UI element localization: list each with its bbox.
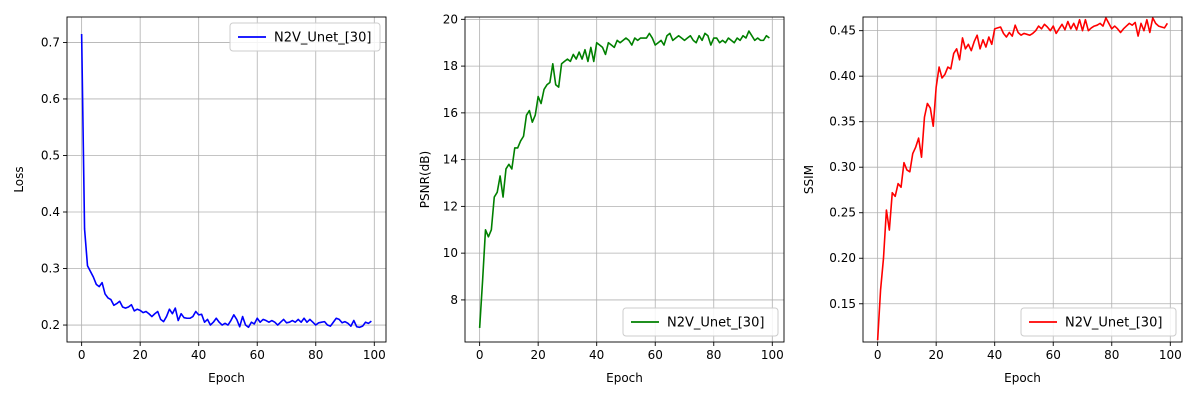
x-tick-label: 20: [929, 348, 944, 362]
y-tick-label: 0.40: [829, 69, 856, 83]
x-axis-label: Epoch: [208, 371, 245, 385]
legend-frame: [622, 307, 779, 337]
x-tick-label: 40: [191, 348, 206, 362]
axes-frame: [862, 16, 1183, 343]
y-tick-label: 0.35: [829, 115, 856, 129]
series-line-1: [876, 17, 1169, 341]
y-tick-label: 0.4: [41, 205, 60, 219]
y-tick-label: 16: [443, 106, 458, 120]
y-tick-label: 20: [443, 12, 458, 26]
y-tick-label: 0.6: [41, 92, 60, 106]
x-tick-label: 40: [987, 348, 1002, 362]
legend-label: N2V_Unet_[30]: [1065, 316, 1162, 331]
x-tick-label: 60: [250, 348, 265, 362]
x-tick-label: 20: [531, 348, 546, 362]
legend: N2V_Unet_[30]: [229, 22, 381, 52]
x-axis-label: Epoch: [606, 371, 643, 385]
x-tick-label: 100: [761, 348, 784, 362]
x-tick-label: 60: [648, 348, 663, 362]
y-tick-label: 0.30: [829, 160, 856, 174]
y-axis-label: Loss: [12, 166, 26, 192]
x-tick-label: 0: [874, 348, 882, 362]
y-tick-label: 0.25: [829, 206, 856, 220]
y-tick-label: 0.3: [41, 262, 60, 276]
chart-2: 0 20 40 60 80 100 8 10 12 14 16 18 20 Epoch PSNR(dB) N2…: [418, 12, 785, 385]
legend-label: N2V_Unet_[30]: [667, 316, 764, 331]
x-tick-label: 40: [589, 348, 604, 362]
y-tick-label: 0.2: [41, 318, 60, 332]
x-tick-label: 80: [308, 348, 323, 362]
y-tick-label: 0.20: [829, 251, 856, 265]
y-tick-label: 0.5: [41, 148, 60, 162]
x-axis-label: Epoch: [1004, 371, 1041, 385]
legend: N2V_Unet_[30]: [622, 307, 779, 337]
legend-frame: [1020, 307, 1177, 337]
axes-frame: [66, 16, 387, 343]
x-tick-label: 80: [1104, 348, 1119, 362]
y-tick-label: 8: [450, 293, 458, 307]
y-tick-label: 10: [443, 246, 458, 260]
y-axis-label: SSIM: [802, 165, 816, 194]
chart-1: 0 20 40 60 80 100 0.2 0.3 0.4 0.5 0.6 0.7 Epoch Loss N…: [12, 16, 387, 385]
x-tick-label: 0: [78, 348, 86, 362]
y-tick-label: 0.45: [829, 24, 856, 38]
x-tick-label: 20: [133, 348, 148, 362]
x-tick-label: 80: [706, 348, 721, 362]
x-tick-label: 60: [1046, 348, 1061, 362]
y-tick-label: 14: [443, 153, 458, 167]
x-tick-label: 100: [1159, 348, 1182, 362]
y-axis-label: PSNR(dB): [418, 151, 432, 208]
y-tick-label: 0.15: [829, 297, 856, 311]
legend: N2V_Unet_[30]: [1020, 307, 1177, 337]
x-tick-label: 0: [476, 348, 484, 362]
y-tick-label: 12: [443, 199, 458, 213]
legend-frame: [229, 22, 381, 52]
y-tick-label: 0.7: [41, 35, 60, 49]
y-tick-label: 18: [443, 59, 458, 73]
x-tick-label: 100: [363, 348, 386, 362]
series-line-1: [478, 30, 770, 329]
series-line-1: [80, 33, 372, 329]
legend-label: N2V_Unet_[30]: [274, 31, 371, 46]
chart-3: 0 20 40 60 80 100 0.15 0.20 0.25 0.30 0.35 0.40 0.45…: [802, 16, 1183, 385]
axes-frame: [464, 16, 785, 343]
